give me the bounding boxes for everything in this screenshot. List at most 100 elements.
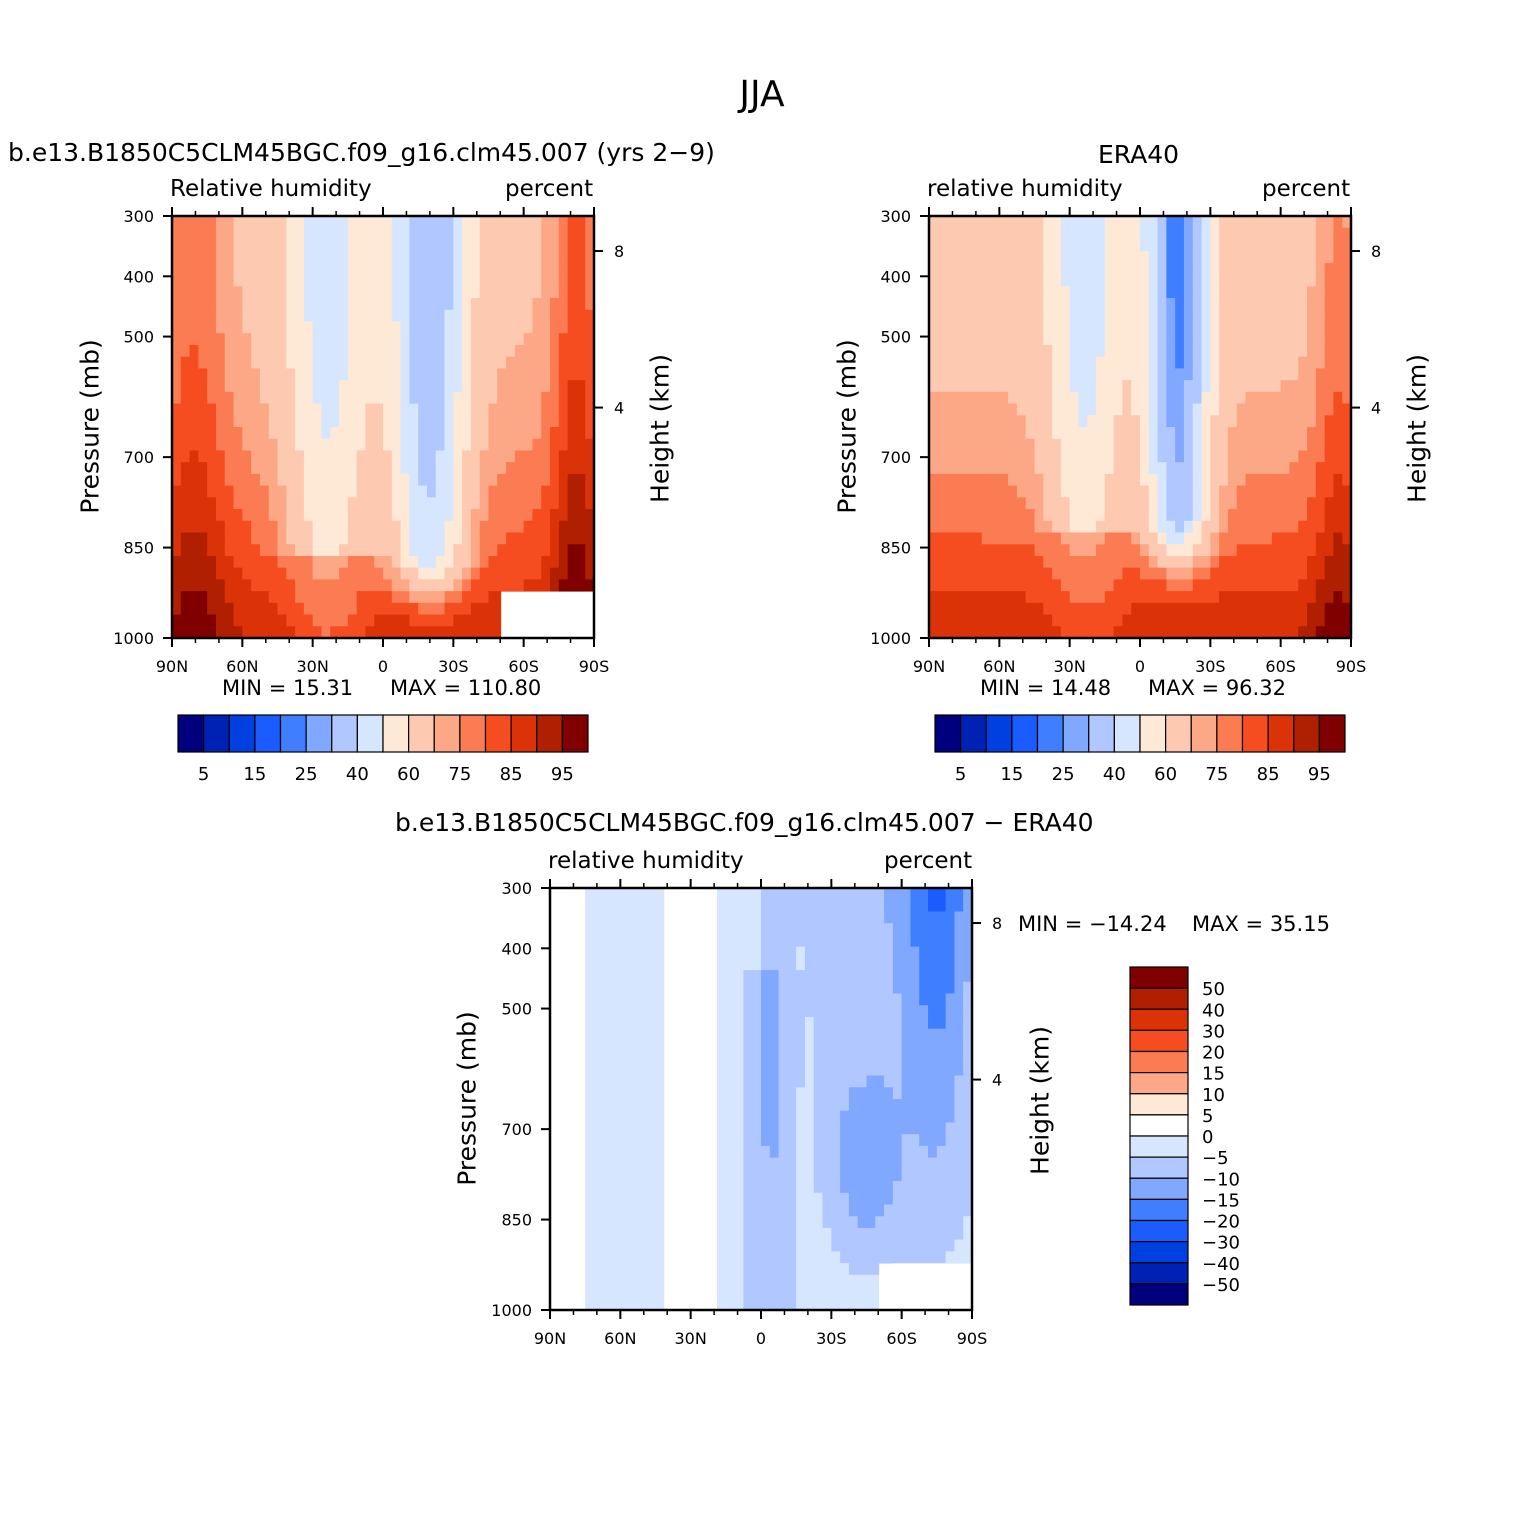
field-cell bbox=[1043, 344, 1053, 358]
field-cell bbox=[1131, 239, 1141, 252]
field-cell bbox=[558, 1028, 569, 1041]
field-cell bbox=[426, 555, 437, 569]
field-cell bbox=[1210, 309, 1220, 323]
field-cell bbox=[1201, 555, 1211, 569]
field-cell bbox=[356, 309, 367, 323]
field-cell bbox=[391, 403, 402, 416]
field-cell bbox=[831, 1239, 841, 1252]
field-cell bbox=[558, 251, 569, 264]
field-cell bbox=[1201, 614, 1211, 627]
field-cell bbox=[725, 1157, 736, 1170]
field-cell bbox=[576, 333, 586, 346]
field-cell bbox=[189, 602, 199, 616]
field-cell bbox=[1096, 438, 1106, 452]
field-cell bbox=[778, 1110, 788, 1124]
field-cell bbox=[172, 403, 182, 416]
field-cell bbox=[981, 591, 992, 604]
field-cell bbox=[277, 333, 287, 346]
field-cell bbox=[1069, 298, 1080, 311]
field-cell bbox=[321, 614, 331, 627]
field-cell bbox=[453, 567, 463, 580]
field-cell bbox=[1034, 462, 1044, 475]
field-cell bbox=[523, 344, 534, 358]
field-cell bbox=[1025, 380, 1036, 393]
field-cell bbox=[1113, 438, 1124, 452]
field-cell bbox=[321, 216, 331, 229]
field-cell bbox=[1263, 274, 1273, 287]
field-cell bbox=[752, 1263, 762, 1276]
field-cell bbox=[303, 368, 314, 381]
field-cell bbox=[189, 591, 199, 604]
field-cell bbox=[1280, 626, 1291, 639]
field-cell bbox=[391, 274, 402, 287]
field-cell bbox=[339, 555, 349, 569]
field-cell bbox=[1148, 415, 1159, 428]
field-cell bbox=[242, 473, 252, 487]
field-cell bbox=[673, 1087, 683, 1100]
field-cell bbox=[1052, 274, 1062, 287]
field-cell bbox=[215, 356, 226, 369]
field-cell bbox=[462, 591, 472, 604]
field-cell bbox=[1104, 591, 1115, 604]
field-cell bbox=[444, 567, 454, 580]
field-cell bbox=[1342, 450, 1352, 463]
field-cell bbox=[1157, 368, 1167, 381]
field-cell bbox=[981, 344, 992, 358]
field-cell bbox=[391, 438, 402, 452]
field-cell bbox=[1148, 427, 1159, 440]
field-cell bbox=[937, 274, 948, 287]
field-cell bbox=[611, 1216, 621, 1229]
field-cell bbox=[1333, 298, 1343, 311]
field-cell bbox=[215, 497, 226, 510]
field-cell bbox=[1087, 579, 1097, 592]
field-cell bbox=[1227, 555, 1238, 569]
field-cell bbox=[1236, 520, 1247, 534]
field-cell bbox=[593, 1286, 604, 1299]
field-cell bbox=[673, 1216, 683, 1229]
field-cell bbox=[391, 602, 402, 616]
field-cell bbox=[664, 1040, 674, 1053]
field-cell bbox=[972, 380, 983, 393]
field-cell bbox=[1008, 262, 1018, 276]
field-cell bbox=[822, 888, 832, 901]
field-cell bbox=[602, 1087, 613, 1100]
field-cell bbox=[576, 946, 586, 959]
field-cell bbox=[637, 888, 648, 901]
field-cell bbox=[198, 567, 208, 580]
field-cell bbox=[1342, 344, 1352, 358]
field-cell bbox=[804, 1239, 815, 1252]
field-cell bbox=[778, 1087, 788, 1100]
field-cell bbox=[198, 298, 208, 311]
field-cell bbox=[1210, 368, 1220, 381]
field-cell bbox=[972, 614, 983, 627]
field-cell bbox=[1087, 321, 1097, 334]
field-cell bbox=[681, 1286, 692, 1299]
field-cell bbox=[409, 497, 419, 510]
field-cell bbox=[251, 579, 261, 592]
field-cell bbox=[1324, 579, 1335, 592]
field-cell bbox=[1307, 286, 1317, 299]
panel-3-title: b.e13.B1850C5CLM45BGC.f09_g16.clm45.007 … bbox=[395, 808, 1094, 837]
field-cell bbox=[1271, 239, 1282, 252]
field-cell bbox=[321, 473, 331, 487]
field-cell bbox=[453, 438, 463, 452]
field-cell bbox=[259, 626, 270, 639]
field-cell bbox=[1131, 427, 1141, 440]
field-cell bbox=[708, 1075, 718, 1088]
field-cell bbox=[1122, 591, 1132, 604]
field-cell bbox=[1016, 356, 1027, 369]
field-cell bbox=[470, 391, 481, 405]
field-cell bbox=[734, 1274, 745, 1288]
field-cell bbox=[585, 1169, 595, 1182]
field-cell bbox=[180, 380, 191, 393]
field-cell bbox=[1166, 579, 1176, 592]
field-cell bbox=[602, 993, 613, 1006]
field-cell bbox=[1166, 274, 1176, 287]
field-cell bbox=[339, 579, 349, 592]
field-cell bbox=[717, 1052, 727, 1065]
field-cell bbox=[1254, 368, 1264, 381]
field-cell bbox=[1113, 309, 1124, 323]
field-cell bbox=[550, 946, 560, 959]
field-cell bbox=[831, 934, 841, 948]
field-cell bbox=[286, 544, 296, 557]
